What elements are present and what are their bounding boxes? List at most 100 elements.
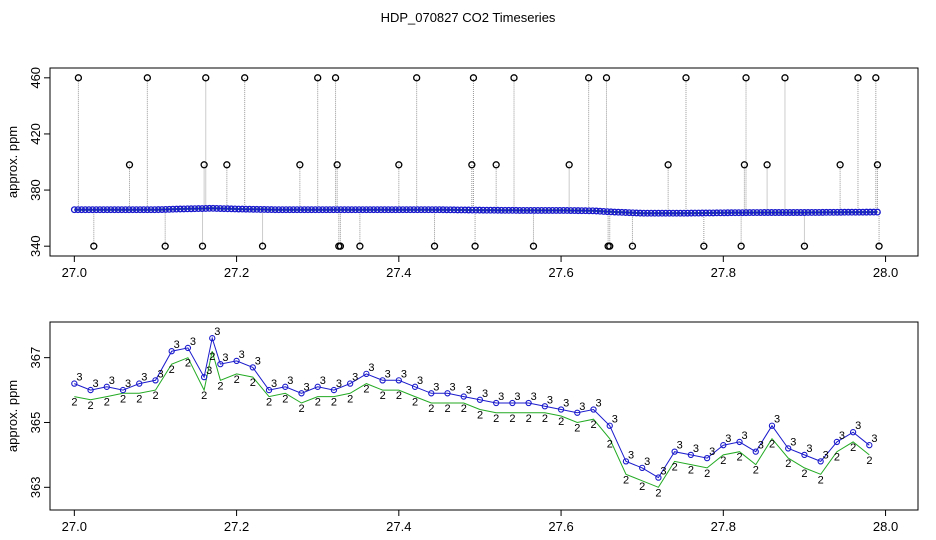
series-3-point (525, 399, 532, 407)
series-2-label: 2 (753, 465, 759, 477)
series-3-point (363, 370, 370, 378)
y-tick-label: 363 (28, 476, 43, 498)
series-3-label: 3 (596, 398, 602, 410)
series-2-label: 2 (801, 468, 807, 480)
x-tick-label: 27.8 (711, 265, 736, 280)
outlier-point (258, 242, 267, 250)
series-3-label: 3 (271, 378, 277, 390)
y-tick-label: 420 (28, 123, 43, 145)
series-3-label: 3 (385, 368, 391, 380)
y-tick-label: 460 (28, 67, 43, 89)
x-tick-label: 27.8 (711, 519, 736, 534)
series-3-point (217, 360, 224, 368)
baseline-series-3-line (74, 207, 878, 214)
series-3-point (103, 383, 110, 390)
x-tick-label: 27.0 (62, 519, 87, 534)
series-3-point (736, 438, 743, 446)
series-3-point (379, 377, 386, 384)
series-3-label: 3 (417, 375, 423, 387)
series-3-point (71, 380, 78, 387)
series-2-label: 2 (558, 416, 564, 428)
x-tick-label: 27.4 (386, 265, 411, 280)
outlier-point (854, 74, 862, 82)
series-2-label: 2 (639, 481, 645, 493)
series-3-point (136, 380, 143, 387)
series-2-label: 2 (834, 452, 840, 464)
outlier-point (872, 74, 880, 82)
top-plot-area (70, 74, 883, 250)
series-3-point (119, 386, 127, 394)
series-3-label: 3 (401, 368, 407, 380)
series-3-label: 3 (806, 443, 812, 455)
series-2-label: 2 (347, 393, 353, 405)
series-3-label: 3 (563, 398, 569, 410)
series-3-label: 3 (790, 436, 796, 448)
series-3-point (265, 386, 273, 394)
x-tick-label: 28.0 (873, 519, 898, 534)
series-3-label: 3 (206, 365, 212, 377)
outlier-point (875, 242, 883, 250)
series-3-label: 3 (157, 368, 163, 380)
outlier-point (200, 161, 208, 169)
series-2-label: 2 (720, 455, 726, 467)
series-2-label: 2 (380, 390, 386, 402)
series-2-label: 2 (655, 487, 661, 499)
outlier-point (468, 161, 476, 169)
outlier-point (584, 74, 593, 82)
series-2-label: 2 (298, 403, 304, 415)
series-3-label: 3 (725, 433, 731, 445)
outlier-point (241, 74, 249, 82)
series-2-label: 2 (542, 413, 548, 425)
series-3-label: 3 (742, 430, 748, 442)
y-tick-label: 340 (28, 235, 43, 257)
series-3-label: 3 (774, 414, 780, 426)
series-2-label: 2 (477, 410, 483, 422)
outlier-point (314, 74, 322, 82)
outlier-point (469, 74, 478, 82)
series-3-point (671, 448, 678, 455)
series-3-label: 3 (628, 449, 634, 461)
series-3-label: 3 (255, 355, 261, 367)
x-tick-label: 27.2 (224, 265, 249, 280)
series-3-point (541, 403, 548, 410)
series-3-label: 3 (214, 326, 220, 338)
series-3-label: 3 (498, 391, 504, 403)
outlier-point (223, 161, 231, 169)
series-3-label: 3 (677, 440, 683, 452)
series-3-point (346, 380, 354, 387)
series-3-point (493, 399, 500, 407)
outlier-point (356, 242, 364, 250)
series-3-label: 3 (125, 378, 131, 390)
figure-title: HDP_070827 CO2 Timeseries (381, 10, 556, 25)
outlier-point (836, 161, 844, 169)
outlier-point (331, 74, 340, 82)
top-plot-frame (49, 67, 919, 257)
series-2-label: 2 (250, 377, 256, 389)
series-3-point (720, 442, 727, 449)
series-3-point (476, 396, 484, 403)
series-3-point (655, 474, 662, 481)
outlier-point (143, 74, 151, 82)
outlier-point (125, 161, 134, 169)
outlier-point (873, 161, 882, 169)
series-3-point (314, 383, 321, 390)
series-2-line (74, 351, 870, 488)
series-3-label: 3 (449, 381, 455, 393)
outlier-point (763, 161, 771, 169)
series-2-label: 2 (282, 393, 288, 405)
series-3-label: 3 (758, 440, 764, 452)
series-3-label: 3 (855, 420, 861, 432)
series-2-label: 2 (526, 413, 532, 425)
series-2-label: 2 (266, 397, 272, 409)
top-panel: 27.0 27.2 27.4 27.6 27.8 28.0 340 380 420 460 ap… (5, 67, 919, 280)
series-2-label: 2 (688, 465, 694, 477)
series-3-label: 3 (433, 381, 439, 393)
series-2-label: 2 (461, 403, 467, 415)
series-2-label: 2 (785, 458, 791, 470)
outlier-point (296, 161, 304, 169)
series-3-label: 3 (303, 381, 309, 393)
series-3-point (557, 406, 565, 413)
series-3-point (509, 399, 516, 407)
